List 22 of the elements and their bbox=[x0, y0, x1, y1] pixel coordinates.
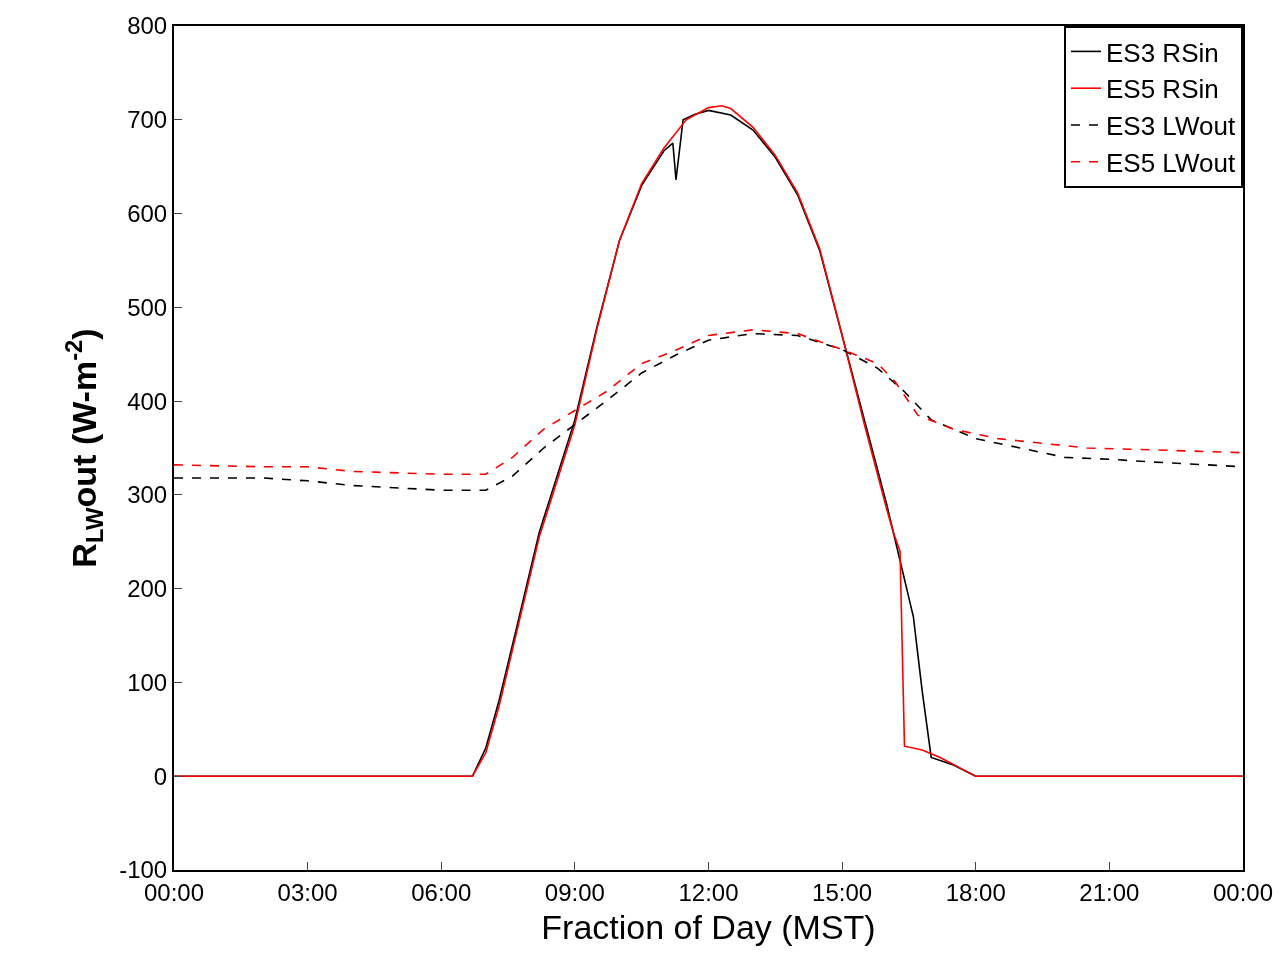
x-tick-label: 09:00 bbox=[544, 878, 605, 906]
x-tick-label: 21:00 bbox=[1079, 878, 1140, 906]
y-tick-label: 300 bbox=[127, 481, 168, 509]
x-tick-label: 18:00 bbox=[945, 878, 1006, 906]
y-tick-label: 800 bbox=[127, 12, 168, 40]
legend-label: ES5 RSin bbox=[1106, 74, 1219, 105]
y-tick-label: 100 bbox=[127, 668, 168, 696]
y-tick-label: 400 bbox=[127, 387, 168, 415]
y-tick-label: 200 bbox=[127, 575, 168, 603]
x-tick-label: 03:00 bbox=[277, 878, 338, 906]
x-tick-label: 12:00 bbox=[678, 878, 739, 906]
legend-label: ES3 RSin bbox=[1106, 37, 1219, 68]
y-tick-label: 500 bbox=[127, 293, 168, 321]
x-tick-label: 06:00 bbox=[411, 878, 472, 906]
y-tick-label: 700 bbox=[127, 106, 168, 134]
x-axis-title: Fraction of Day (MST) bbox=[541, 907, 876, 946]
legend-label: ES3 LWout bbox=[1106, 111, 1236, 142]
y-tick-label: 600 bbox=[127, 199, 168, 227]
y-tick-label: 0 bbox=[153, 762, 168, 790]
x-tick-label: 15:00 bbox=[812, 878, 873, 906]
legend-label: ES5 LWout bbox=[1106, 147, 1236, 178]
x-tick-label: 00:00 bbox=[1212, 878, 1274, 906]
